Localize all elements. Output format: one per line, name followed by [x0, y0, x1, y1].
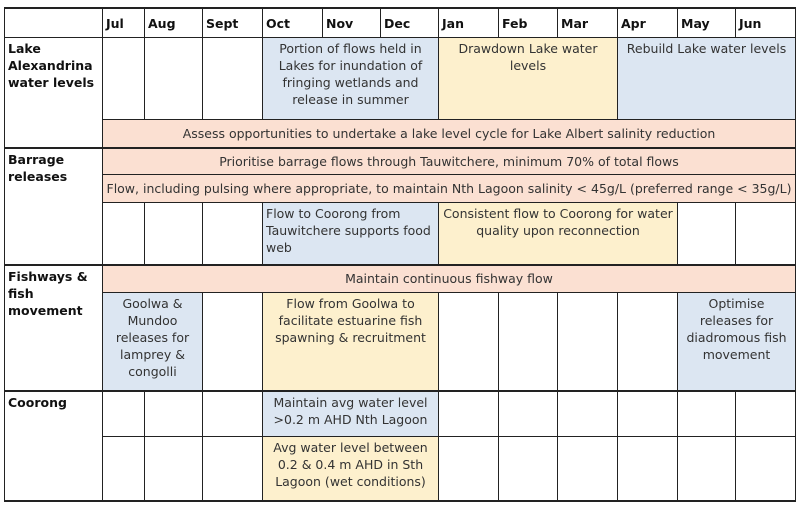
lake-drawdown-activity: Drawdown Lake water levels	[438, 37, 618, 120]
fish-maintain-activity: Maintain continuous fishway flow	[102, 264, 796, 293]
month-header: Aug	[144, 7, 203, 38]
lake-assess-activity: Assess opportunities to undertake a lake…	[102, 119, 796, 149]
month-header: Nov	[322, 7, 381, 38]
coorong-north-activity: Maintain avg water level >0.2 m AHD Nth …	[262, 390, 439, 437]
coorong-south-activity: Avg water level between 0.2 & 0.4 m AHD …	[262, 436, 439, 502]
barrage-food-web-activity: Flow to Coorong from Tauwitchere support…	[262, 202, 439, 266]
month-header: Jan	[438, 7, 499, 38]
lake-rebuild-activity: Rebuild Lake water levels	[617, 37, 796, 120]
month-header: Sept	[202, 7, 263, 38]
watering-schedule-table: Jul Aug Sept Oct Nov Dec Jan Feb Mar Apr…	[4, 7, 796, 502]
barrage-salinity-activity: Flow, including pulsing where appropriat…	[102, 174, 796, 203]
month-header: May	[677, 7, 736, 38]
month-header: Jul	[102, 7, 145, 38]
fish-diadromous-activity: Optimise releases for diadromous fish mo…	[677, 292, 796, 392]
month-header: Apr	[617, 7, 678, 38]
section-label-coorong: Coorong	[4, 390, 103, 502]
section-label-lake: Lake Alexandrina water levels	[4, 37, 103, 149]
month-header: Dec	[380, 7, 439, 38]
fish-estuarine-activity: Flow from Goolwa to facilitate estuarine…	[262, 292, 439, 392]
month-header: Mar	[557, 7, 618, 38]
month-header: Feb	[498, 7, 558, 38]
month-header: Jun	[735, 7, 796, 38]
month-header: Oct	[262, 7, 323, 38]
section-label-barrage: Barrage releases	[4, 147, 103, 266]
lake-portion-activity: Portion of flows held in Lakes for inund…	[262, 37, 439, 120]
section-label-fish: Fishways & fish movement	[4, 264, 103, 392]
fish-goolwa-mundoo-activity: Goolwa & Mundoo releases for lamprey & c…	[102, 292, 203, 392]
header-row: Jul Aug Sept Oct Nov Dec Jan Feb Mar Apr…	[4, 7, 796, 38]
barrage-consistent-flow-activity: Consistent flow to Coorong for water qua…	[438, 202, 678, 266]
barrage-prioritise-activity: Prioritise barrage flows through Tauwitc…	[102, 147, 796, 175]
corner-cell	[4, 7, 103, 38]
